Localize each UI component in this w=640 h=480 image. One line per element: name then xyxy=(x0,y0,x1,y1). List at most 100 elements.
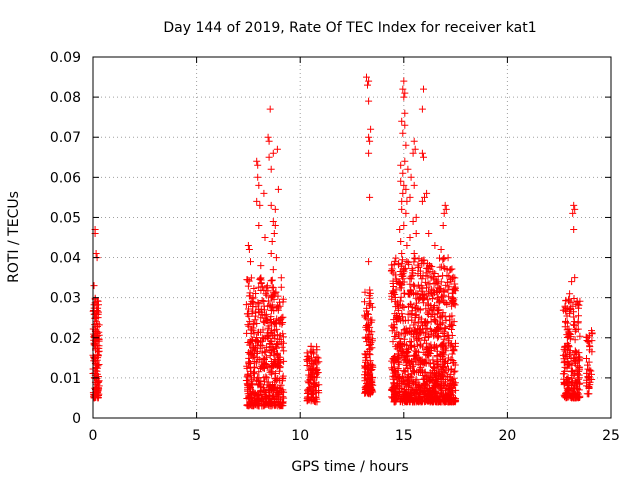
data-point xyxy=(430,397,438,405)
data-point xyxy=(431,316,439,324)
data-point xyxy=(404,316,412,324)
data-point xyxy=(278,402,286,410)
data-point xyxy=(425,352,433,360)
data-point xyxy=(269,266,277,274)
data-point xyxy=(398,117,406,125)
data-point xyxy=(253,157,261,165)
data-point xyxy=(250,285,258,292)
data-point xyxy=(406,324,414,332)
data-point xyxy=(269,149,277,157)
data-point xyxy=(449,322,457,329)
data-point xyxy=(94,354,102,362)
data-point xyxy=(245,349,253,356)
data-point xyxy=(402,209,410,217)
data-point xyxy=(361,288,369,296)
data-point xyxy=(586,378,594,386)
data-point xyxy=(427,285,435,293)
data-point xyxy=(401,121,409,129)
data-point xyxy=(571,394,579,402)
x-tick-label: 10 xyxy=(291,428,309,444)
data-point xyxy=(261,348,269,356)
data-point xyxy=(401,89,409,97)
data-point xyxy=(566,290,574,298)
data-point xyxy=(424,318,432,326)
data-point xyxy=(441,358,449,366)
data-point xyxy=(250,364,258,372)
data-point xyxy=(256,308,264,316)
data-point xyxy=(398,341,406,349)
data-point xyxy=(398,205,406,213)
data-point xyxy=(365,333,373,341)
data-point xyxy=(399,302,407,310)
data-point xyxy=(429,390,437,398)
data-point xyxy=(413,336,421,344)
data-point xyxy=(559,351,567,359)
data-point xyxy=(246,389,254,397)
data-point xyxy=(439,309,447,317)
data-point xyxy=(391,310,399,318)
data-point xyxy=(267,201,275,209)
data-point xyxy=(273,325,281,333)
data-point xyxy=(564,360,572,368)
data-point xyxy=(244,310,252,318)
data-point xyxy=(451,284,459,292)
data-point xyxy=(368,328,376,336)
data-point xyxy=(434,320,441,328)
data-point xyxy=(398,329,406,337)
data-point xyxy=(361,298,368,306)
data-point xyxy=(362,385,370,393)
data-point xyxy=(418,275,426,283)
data-point xyxy=(399,85,407,93)
chart-title: Day 144 of 2019, Rate Of TEC Index for r… xyxy=(163,20,536,36)
data-point xyxy=(392,316,400,324)
data-point xyxy=(243,364,251,372)
data-point xyxy=(366,341,374,349)
data-point xyxy=(404,165,412,173)
data-point xyxy=(585,358,593,366)
data-point xyxy=(395,358,402,366)
data-point xyxy=(403,197,411,205)
data-point xyxy=(394,370,402,378)
data-point xyxy=(575,301,583,309)
data-point xyxy=(389,338,397,346)
data-point xyxy=(406,280,414,288)
data-point xyxy=(365,133,373,141)
data-point xyxy=(257,287,265,294)
data-point xyxy=(412,213,420,221)
data-point xyxy=(576,297,584,305)
data-point xyxy=(438,372,446,380)
data-point xyxy=(265,388,273,396)
data-point xyxy=(445,272,453,280)
data-point xyxy=(396,297,404,305)
data-point xyxy=(411,311,419,319)
data-point xyxy=(411,347,419,355)
data-point xyxy=(431,242,439,249)
data-point xyxy=(398,271,406,279)
data-point xyxy=(418,105,426,113)
data-point xyxy=(438,390,445,398)
data-point xyxy=(444,331,452,339)
data-point xyxy=(270,230,278,237)
data-point xyxy=(269,384,277,392)
data-point xyxy=(393,300,401,308)
data-point xyxy=(569,302,577,310)
data-point xyxy=(434,294,442,302)
data-point xyxy=(246,317,254,325)
data-point xyxy=(565,325,573,333)
data-point xyxy=(410,181,418,189)
data-point xyxy=(397,397,405,405)
data-point xyxy=(91,384,99,392)
data-point xyxy=(432,279,440,287)
data-point xyxy=(257,262,265,270)
data-point xyxy=(262,360,270,368)
data-point xyxy=(444,286,452,294)
data-point xyxy=(364,323,371,331)
data-point xyxy=(399,169,407,177)
data-point xyxy=(414,381,422,389)
data-point xyxy=(303,349,311,357)
data-point xyxy=(267,165,275,173)
data-point xyxy=(399,275,407,283)
data-point xyxy=(392,332,400,340)
data-point xyxy=(442,325,450,332)
data-point xyxy=(266,105,274,113)
